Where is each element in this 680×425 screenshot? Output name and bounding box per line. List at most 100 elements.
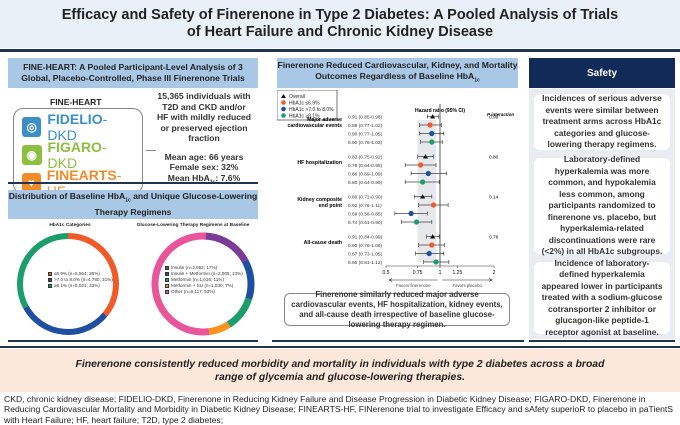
donut2-title: Glucose-Lowering Therapy Regimens at Bas…	[136, 223, 250, 228]
legend-label: ≥8.1% (n=5,021; 33%)	[54, 283, 100, 288]
legend-swatch	[165, 266, 169, 270]
conclusion-banner: Finerenone consistently reduced morbidit…	[0, 349, 680, 392]
divider	[0, 346, 680, 348]
legend-item: Insulin + Metformin (n=2,005; 13%)	[165, 271, 243, 277]
trial-logo: ◎ FIDELIO-DKD	[22, 111, 134, 143]
point-overall	[430, 234, 436, 239]
divider	[8, 340, 258, 342]
legend-item: >7.0 to 8.0% (n=4,780; 31%)	[48, 277, 113, 283]
program-label: FINE-HEART	[50, 97, 102, 107]
legend-item: Metformin + SU (n=1,030; 7%)	[165, 283, 243, 289]
shaded-band	[417, 120, 437, 262]
x-tick-label: 1	[439, 270, 442, 276]
legend-label: Metformin (n=1,616; 11%)	[171, 277, 224, 282]
point-estimate	[413, 219, 420, 225]
p-value: 0.80	[489, 154, 499, 160]
legend-label: ≤6.9% (n=5,564; 36%)	[54, 271, 100, 276]
donut-slice	[151, 232, 210, 336]
legend-label: Overall	[289, 94, 305, 100]
legend-label: Metformin + SU (n=1,030; 7%)	[171, 283, 234, 288]
legend-item: Other (n=8,117; 53%)	[165, 289, 243, 295]
donut-slice	[241, 259, 255, 300]
point-estimate	[430, 202, 437, 208]
hr-label: 0.95 (0.81-1.12)	[348, 260, 383, 266]
trial-icon: ◎	[22, 117, 42, 137]
legend-item: ≥8.1% (n=5,021; 33%)	[48, 283, 113, 289]
population-text: 15,365 individuals with T2D and CKD and/…	[156, 91, 252, 143]
donut-slice	[208, 321, 231, 336]
x-tick-label: 1.25	[453, 270, 463, 276]
legend-marker	[281, 113, 286, 118]
trial-name: FIDELIO-DKD	[47, 111, 108, 143]
group-label: Kidney composite	[297, 197, 342, 203]
hr-label: 0.90 (0.77-1.05)	[348, 131, 383, 137]
hr-label: 0.91 (0.85-0.98)	[348, 114, 383, 120]
hr-label: 0.74 (0.61-0.90)	[348, 220, 383, 226]
safety-card-2: Laboratory-defined hyperkalemia was more…	[534, 154, 670, 256]
point-estimate	[429, 130, 435, 137]
legend-marker	[281, 100, 286, 105]
favors-left-label: Favors finerenone	[396, 283, 431, 288]
trial-icon: ◉	[22, 145, 42, 165]
hr-label: 0.86 (0.69-1.09)	[348, 171, 383, 177]
hr-label: 0.91 (0.84-0.99)	[348, 234, 383, 240]
legend-label: Other (n=8,117; 53%)	[171, 289, 215, 294]
safety-card-1: Incidences of serious adverse events wer…	[534, 93, 670, 150]
group-label: end point	[319, 203, 343, 209]
hr-label: 0.92 (0.76-1.11)	[348, 203, 382, 209]
group-label: Major adverse	[307, 117, 342, 123]
arrow-icon	[146, 150, 156, 151]
mean-age: Mean age: 66 years	[164, 151, 244, 162]
point-estimate	[427, 122, 433, 128]
legend-label: >7.0 to 8.0% (n=4,780; 31%)	[54, 277, 113, 282]
legend-item: ≤6.9% (n=5,564; 36%)	[48, 271, 113, 277]
donut1-title: HbA1c Categories	[49, 223, 91, 228]
outcomes-header: Finerenone Reduced Cardiovascular, Kidne…	[277, 58, 518, 88]
x-tick-label: 0.75	[413, 270, 423, 276]
group-label: HF hospitalization	[297, 160, 342, 166]
hr-label: 0.90 (0.78-1.03)	[348, 140, 383, 146]
hr-label: 0.88 (0.77-1.02)	[348, 123, 383, 129]
point-estimate	[433, 259, 439, 265]
female-sex: Female sex: 32%	[169, 162, 239, 172]
x-tick-label: 0.5	[383, 270, 390, 276]
safety-panel: Incidences of serious adverse events wer…	[529, 89, 675, 339]
group-label: All-cause death	[304, 240, 342, 246]
legend-box	[277, 90, 338, 121]
hr-label: 0.83 (0.75-0.92)	[348, 154, 383, 160]
legend-swatch	[48, 272, 52, 276]
p-value: 0.76	[489, 234, 499, 240]
donut-charts: HbA1c Categories Glucose-Lowering Therap…	[8, 222, 258, 336]
legend-label: Insulin (n=2,652; 17%)	[171, 265, 218, 270]
legend-item: Metformin (n=1,616; 11%)	[165, 277, 243, 283]
hr-label: 0.87 (0.73-1.05)	[348, 251, 383, 257]
point-estimate	[408, 210, 414, 217]
legend-marker	[281, 94, 286, 98]
divider	[0, 49, 680, 52]
arrow-right-icon	[442, 278, 493, 282]
safety-card-3: Incidence of laboratory-defined hyperkal…	[534, 258, 670, 337]
donut-slice	[17, 233, 69, 309]
x-tick-label: 2	[493, 270, 496, 276]
legend-label: Insulin + Metformin (n=2,005; 13%)	[171, 271, 243, 276]
point-estimate	[429, 242, 435, 248]
legend-label: HbA1c ≤6.9%	[289, 100, 320, 106]
legend-swatch	[48, 278, 52, 282]
donut-slice	[67, 233, 119, 317]
legend-marker	[281, 106, 286, 112]
legend-swatch	[165, 278, 169, 282]
legend-swatch	[48, 284, 52, 288]
footnote: CKD, chronic kidney disease; FIDELIO-DKD…	[4, 394, 674, 425]
legend-swatch	[165, 272, 169, 276]
legend-swatch	[165, 290, 169, 294]
favors-right-label: Favors placebo	[452, 283, 482, 288]
hr-label: 0.69 (0.56-0.85)	[348, 211, 383, 217]
safety-header: Safety	[529, 58, 675, 88]
legend-swatch	[165, 284, 169, 288]
page-title: Efficacy and Safety of Finerenone in Typ…	[0, 0, 680, 48]
fine-heart-header: FINE-HEART: A Pooled Participant-Level A…	[8, 58, 258, 88]
point-estimate	[429, 139, 435, 145]
trials-box: ◎FIDELIO-DKD◉FIGARO-DKD♥FINEARTS-HF	[13, 108, 143, 199]
legend-label: HbA1c ≥8.1%	[289, 113, 320, 119]
